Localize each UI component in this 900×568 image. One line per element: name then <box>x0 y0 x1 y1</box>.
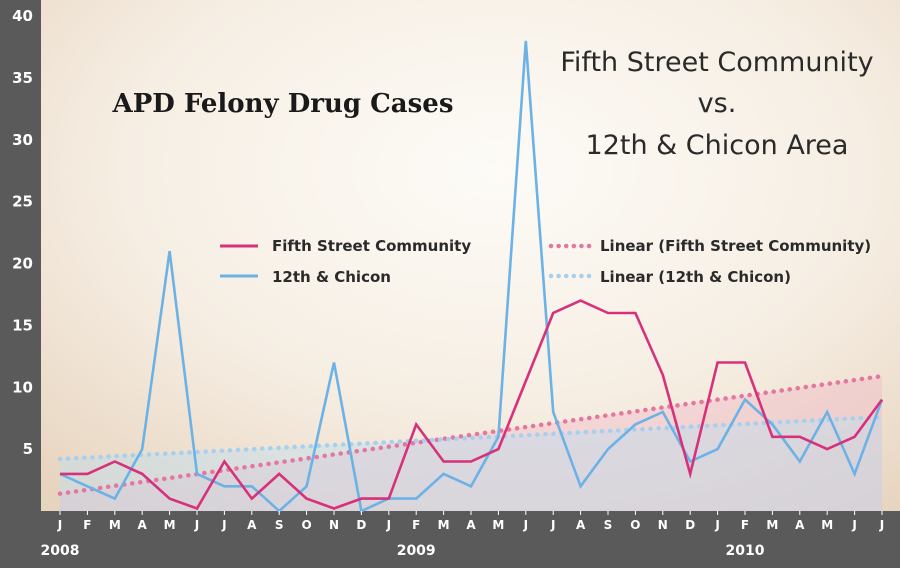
x-tick-label: F <box>83 518 91 532</box>
x-tick-label: J <box>523 518 528 532</box>
x-tick-label: F <box>741 518 749 532</box>
x-tick-label: A <box>795 518 805 532</box>
x-tick-label: D <box>685 518 695 532</box>
x-tick-label: M <box>164 518 176 532</box>
y-tick-label: 10 <box>12 378 33 396</box>
x-tick-label: A <box>138 518 148 532</box>
x-tick-label: D <box>356 518 366 532</box>
legend: Fifth Street Community 12th & Chicon Lin… <box>220 237 871 286</box>
chart-subtitle-line-1: Fifth Street Community <box>560 47 873 78</box>
x-tick-label: N <box>329 518 339 532</box>
legend-label-linear-fifth-street: Linear (Fifth Street Community) <box>600 237 871 255</box>
x-tick-label: J <box>194 518 199 532</box>
year-label: 2009 <box>397 543 436 559</box>
chart-subtitle-line-3: 12th & Chicon Area <box>586 130 849 161</box>
y-tick-label: 30 <box>12 131 33 149</box>
year-label: 2010 <box>726 543 765 559</box>
x-tick-label: M <box>109 518 121 532</box>
legend-label-fifth-street: Fifth Street Community <box>272 237 471 255</box>
trend-area-0 <box>60 376 882 511</box>
series-line-1 <box>59 40 884 513</box>
series-line-0 <box>60 299 884 511</box>
legend-label-12th-chicon: 12th & Chicon <box>272 268 391 286</box>
x-tick-label: O <box>301 518 311 532</box>
chart-subtitle-line-2: vs. <box>698 88 737 119</box>
chart-title: APD Felony Drug Cases <box>112 89 454 119</box>
legend-label-linear-12th-chicon: Linear (12th & Chicon) <box>600 268 791 286</box>
x-tick-label: F <box>412 518 420 532</box>
y-tick-label: 35 <box>12 69 33 87</box>
x-tick-label: S <box>275 518 284 532</box>
x-tick-label: M <box>492 518 504 532</box>
x-axis-band <box>0 511 900 568</box>
year-label: 2008 <box>41 543 80 559</box>
x-tick-label: J <box>386 518 391 532</box>
y-tick-label: 20 <box>12 255 33 273</box>
x-tick-label: J <box>550 518 555 532</box>
x-tick-label: A <box>576 518 586 532</box>
y-axis-band <box>0 0 41 568</box>
x-tick-label: J <box>879 518 884 532</box>
x-tick-label: A <box>247 518 257 532</box>
x-tick-label: M <box>821 518 833 532</box>
y-tick-label: 25 <box>12 193 33 211</box>
x-tick-label: J <box>221 518 226 532</box>
x-tick-label: M <box>766 518 778 532</box>
x-tick-label: J <box>714 518 719 532</box>
y-tick-label: 5 <box>23 440 33 458</box>
y-tick-label: 40 <box>12 7 33 25</box>
x-tick-label: S <box>604 518 613 532</box>
trendline-1 <box>57 414 885 462</box>
y-tick-label: 15 <box>12 316 33 334</box>
x-tick-label: O <box>630 518 640 532</box>
x-tick-label: J <box>57 518 62 532</box>
x-tick-label: M <box>438 518 450 532</box>
x-tick-label: J <box>851 518 856 532</box>
x-tick-label: A <box>466 518 476 532</box>
x-tick-label: N <box>658 518 668 532</box>
